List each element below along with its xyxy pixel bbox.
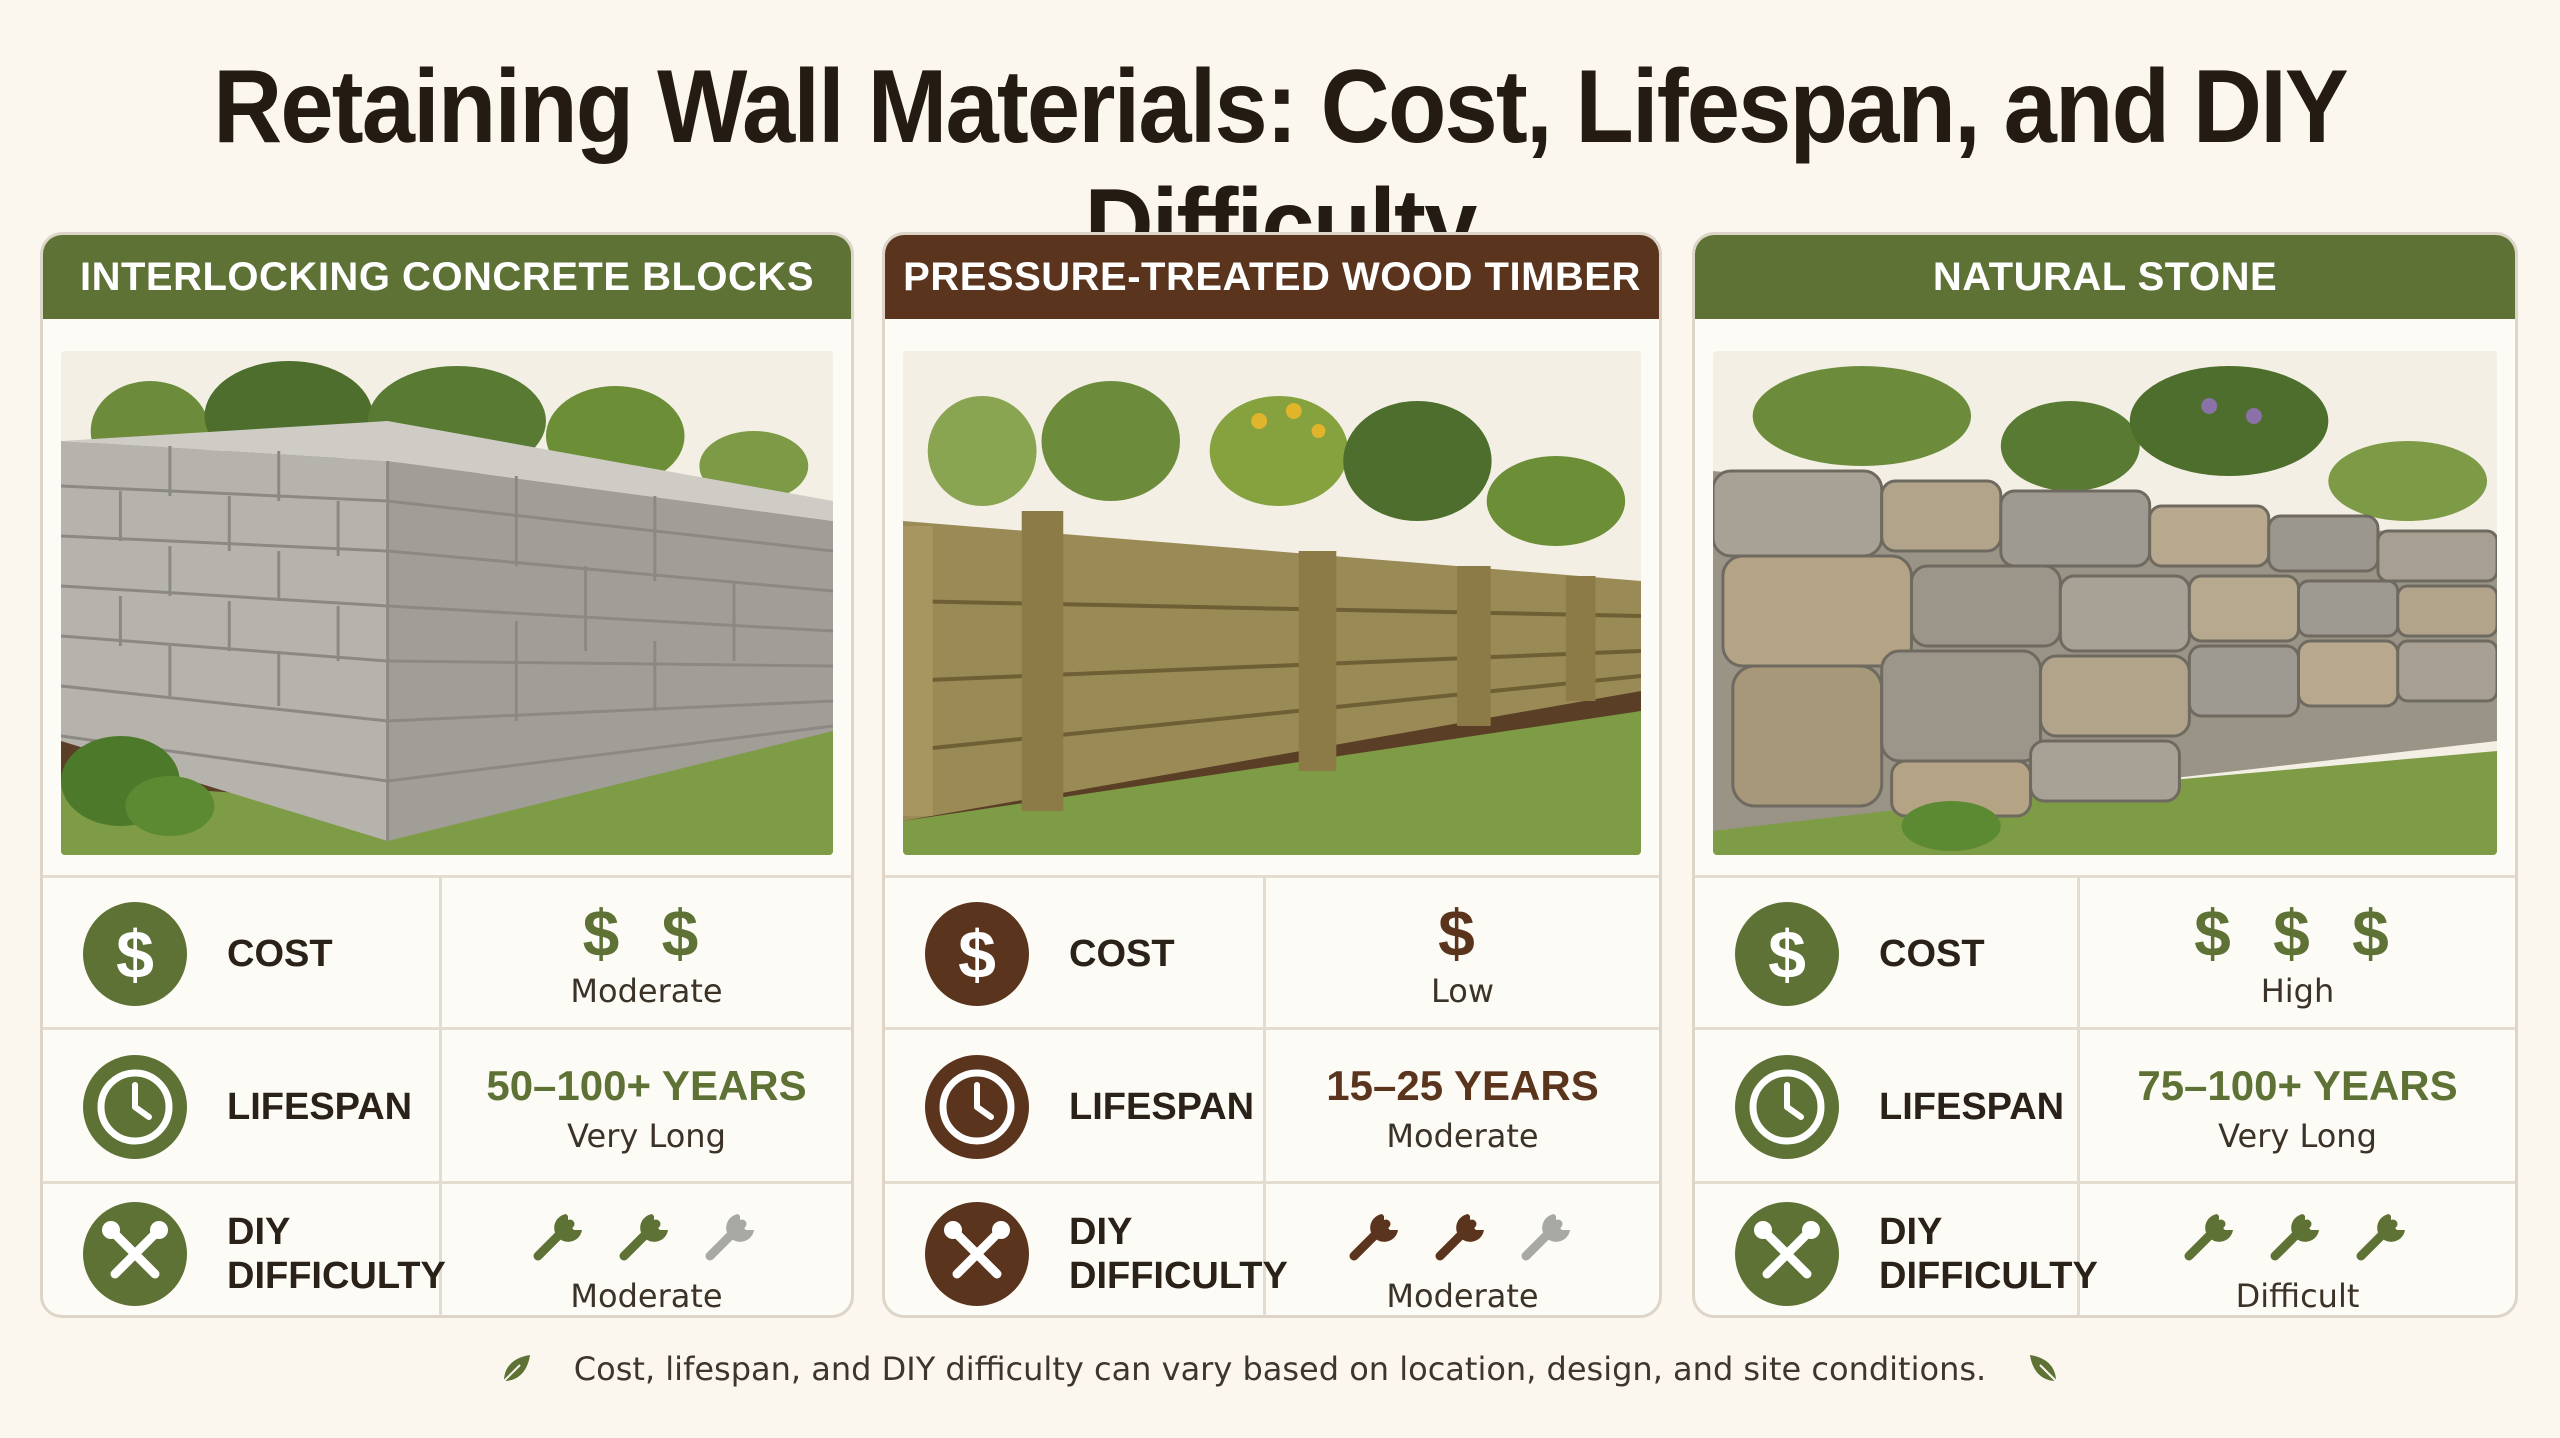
wrench-icon-filled [533,1214,582,1261]
wood-timber-wall-image [903,351,1641,855]
cost-label: COST [1879,933,1985,975]
card-header: NATURAL STONE [1695,235,2515,319]
cost-row: $ COST $ $ $ High [1695,875,2515,1030]
lifespan-row: LIFESPAN 75–100+ YEARS Very Long [1695,1027,2515,1184]
lifespan-value: 15–25 YEARS [1326,1062,1599,1109]
diy-row: DIY DIFFICULTY Moderate [43,1181,851,1315]
cost-text: Moderate [570,972,723,1010]
card-header: INTERLOCKING CONCRETE BLOCKS [43,235,851,319]
leaf-icon [2030,1355,2057,1382]
clock-icon [83,1055,187,1159]
natural-stone-wall-image [1713,351,2497,855]
wrench-icon-filled [1435,1214,1484,1261]
cost-text: Low [1430,972,1494,1010]
card-wood-timber: PRESSURE-TREATED WOOD TIMBER [882,232,1662,1318]
leaf-icon [503,1355,530,1382]
diy-row: DIY DIFFICULTY Moderate [885,1181,1659,1315]
wrench-icon-filled [2184,1214,2233,1261]
cost-row: $ COST $ $ Moderate [43,875,851,1030]
lifespan-value: 75–100+ YEARS [2137,1062,2458,1109]
cost-text: High [2260,972,2335,1010]
card-header: PRESSURE-TREATED WOOD TIMBER [885,235,1659,319]
difficulty-rating [2179,1193,2417,1273]
dollar-icon: $ [83,902,187,1006]
tools-icon [925,1202,1029,1306]
cost-symbols: $ [1438,896,1487,970]
diy-text: Moderate [1386,1277,1539,1315]
svg-text:$: $ [958,917,996,993]
cost-label: COST [227,933,333,975]
difficulty-rating [528,1193,766,1273]
concrete-block-wall-image [61,351,833,855]
footnote-text: Cost, lifespan, and DIY difficulty can v… [573,1350,1987,1388]
dollar-icon: $ [1735,902,1839,1006]
card-natural-stone: NATURAL STONE [1692,232,2518,1318]
cost-label: COST [1069,933,1175,975]
clock-icon [1735,1055,1839,1159]
lifespan-row: LIFESPAN 50–100+ YEARS Very Long [43,1027,851,1184]
diy-label: DIY DIFFICULTY [1879,1211,2098,1297]
diy-row: DIY DIFFICULTY Difficult [1695,1181,2515,1315]
diy-label: DIY DIFFICULTY [227,1211,446,1297]
card-concrete-blocks: INTERLOCKING CONCRETE BLOCKS [40,232,854,1318]
page-title: Retaining Wall Materials: Cost, Lifespan… [213,49,2349,284]
diy-label: DIY DIFFICULTY [1069,1211,1288,1297]
svg-text:$: $ [116,917,154,993]
cost-row: $ COST $ Low [885,875,1659,1030]
difficulty-rating [1344,1193,1582,1273]
wrench-icon-filled [2270,1214,2319,1261]
lifespan-text: Moderate [1386,1117,1539,1155]
lifespan-text: Very Long [567,1117,726,1155]
tools-icon [83,1202,187,1306]
lifespan-label: LIFESPAN [227,1086,413,1128]
tools-icon [1735,1202,1839,1306]
wrench-icon-filled [1349,1214,1398,1261]
cost-symbols: $ $ $ [2194,896,2401,970]
svg-text:$: $ [1768,917,1806,993]
footnote: Cost, lifespan, and DIY difficulty can v… [0,1350,2560,1388]
wrench-icon-empty [1521,1214,1570,1261]
clock-icon [925,1055,1029,1159]
wrench-icon-empty [705,1214,754,1261]
cost-symbols: $ $ [582,896,711,970]
wrench-icon-filled [619,1214,668,1261]
lifespan-value: 50–100+ YEARS [486,1062,807,1109]
lifespan-text: Very Long [2218,1117,2377,1155]
lifespan-label: LIFESPAN [1879,1086,2065,1128]
wrench-icon-filled [2356,1214,2405,1261]
diy-text: Difficult [2235,1277,2360,1315]
lifespan-row: LIFESPAN 15–25 YEARS Moderate [885,1027,1659,1184]
lifespan-label: LIFESPAN [1069,1086,1255,1128]
diy-text: Moderate [570,1277,723,1315]
dollar-icon: $ [925,902,1029,1006]
